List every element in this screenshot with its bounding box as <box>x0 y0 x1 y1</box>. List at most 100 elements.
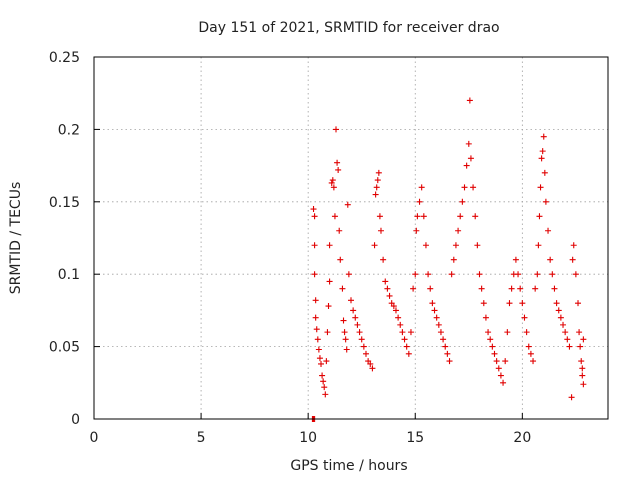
data-point <box>329 177 336 184</box>
data-point <box>519 300 526 307</box>
data-point <box>525 343 532 350</box>
data-point <box>342 336 349 343</box>
data-point <box>407 329 414 336</box>
data-point <box>466 97 473 104</box>
data-point <box>323 358 330 365</box>
data-point <box>345 271 352 278</box>
data-point <box>450 256 457 263</box>
data-point <box>530 358 537 365</box>
data-point <box>448 271 455 278</box>
x-tick-label: 20 <box>513 430 531 446</box>
data-point <box>348 297 354 304</box>
data-point <box>495 365 502 372</box>
data-point <box>397 321 404 328</box>
data-point <box>316 355 323 362</box>
data-point <box>489 343 496 350</box>
data-point <box>374 177 381 184</box>
data-point <box>560 321 567 328</box>
data-point <box>315 346 322 353</box>
y-tick-label: 0.25 <box>49 50 80 66</box>
data-point <box>401 336 408 343</box>
data-point <box>527 350 534 357</box>
data-point <box>459 198 466 205</box>
data-point <box>446 358 453 365</box>
x-axis-ticks: 0 5 10 15 20 <box>90 413 531 446</box>
data-point <box>580 336 587 343</box>
data-point <box>395 314 402 321</box>
data-point <box>339 285 346 292</box>
data-point <box>440 336 447 343</box>
data-point <box>399 329 406 336</box>
data-point <box>326 278 333 285</box>
data-point <box>311 213 318 220</box>
y-tick-label: 0.1 <box>58 267 80 283</box>
data-point <box>392 307 399 314</box>
data-point <box>537 184 544 191</box>
data-point <box>564 336 571 343</box>
data-point <box>375 169 382 176</box>
data-point <box>437 329 444 336</box>
data-point <box>356 329 363 336</box>
data-point <box>384 285 391 292</box>
y-tick-label: 0.2 <box>58 122 80 138</box>
data-point <box>580 381 587 388</box>
data-point <box>376 213 383 220</box>
data-point <box>422 242 429 249</box>
data-point <box>545 227 552 234</box>
data-point <box>491 350 498 357</box>
data-point <box>420 213 427 220</box>
data-point <box>311 242 318 249</box>
data-point <box>575 300 582 307</box>
data-point <box>549 271 556 278</box>
data-point <box>431 307 438 314</box>
data-point <box>452 242 459 249</box>
data-point <box>314 336 321 343</box>
data-point <box>413 227 420 234</box>
data-point <box>553 300 560 307</box>
data-point <box>410 285 417 292</box>
data-point <box>566 343 573 350</box>
y-axis-ticks: 0 0.05 0.1 0.15 0.2 0.25 <box>49 50 100 428</box>
data-point <box>539 148 546 155</box>
data-point <box>540 133 547 140</box>
data-point <box>360 343 367 350</box>
data-point <box>427 285 434 292</box>
data-point <box>551 285 558 292</box>
data-point <box>535 242 542 249</box>
y-axis-label: SRMTID / TECUs <box>8 182 24 295</box>
data-point <box>373 184 380 191</box>
data-point <box>455 227 462 234</box>
data-point <box>382 278 389 285</box>
data-point <box>515 271 522 278</box>
data-point <box>369 365 376 372</box>
data-point <box>570 242 577 249</box>
data-point <box>416 198 423 205</box>
data-point <box>354 321 361 328</box>
data-point <box>319 372 326 379</box>
data-point <box>569 256 576 263</box>
data-point <box>504 329 511 336</box>
y-tick-label: 0.15 <box>49 195 80 211</box>
data-point <box>331 213 338 220</box>
x-tick-label: 0 <box>90 430 99 446</box>
data-point <box>482 314 489 321</box>
data-point <box>572 271 579 278</box>
data-point <box>326 242 333 249</box>
data-point <box>485 329 492 336</box>
data-point <box>412 271 419 278</box>
data-point <box>435 321 442 328</box>
data-point <box>557 314 564 321</box>
data-point <box>508 285 515 292</box>
data-point <box>579 372 586 379</box>
x-tick-label: 15 <box>406 430 424 446</box>
data-point <box>328 179 335 186</box>
data-point <box>512 256 519 263</box>
data-point <box>362 350 369 357</box>
data-point <box>562 329 569 336</box>
data-point <box>457 213 464 220</box>
data-point <box>541 169 548 176</box>
data-point <box>325 303 332 310</box>
data-point <box>322 391 329 398</box>
y-tick-label: 0 <box>71 412 80 428</box>
